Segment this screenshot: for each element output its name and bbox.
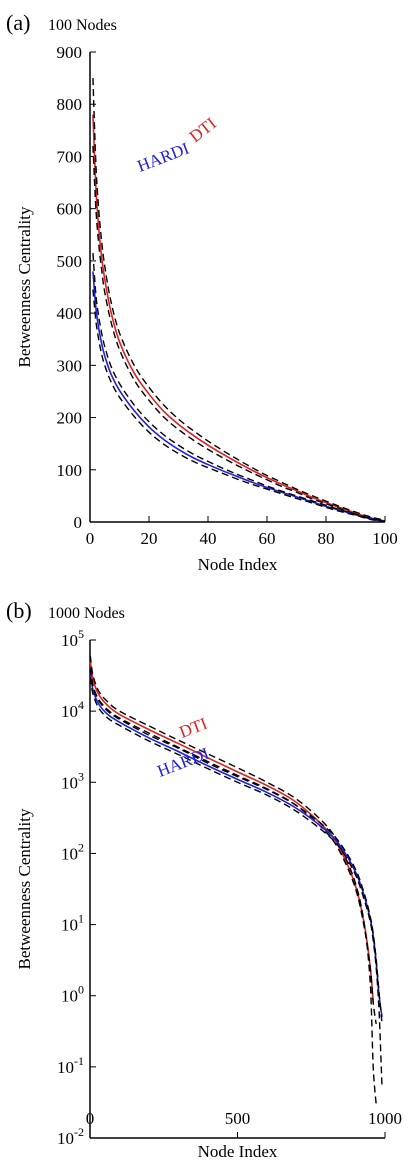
y-tick-label: 700 <box>57 147 83 166</box>
y-tick-label: 600 <box>57 200 83 219</box>
y-tick-label: 105 <box>61 627 84 650</box>
y-tick-label: 100 <box>57 461 83 480</box>
y-tick-label: 102 <box>61 840 84 863</box>
y-tick-label: 800 <box>57 95 83 114</box>
annotation-label-dti: DTI <box>177 714 211 742</box>
series-line-hardi <box>89 672 383 1018</box>
y-tick-label: 400 <box>57 304 83 323</box>
x-tick-label: 1000 <box>368 1109 402 1128</box>
chart-panel-b: (b) 1000 Nodes 10-2 10-1 100 101 102 103 104 105 0… <box>6 598 402 1161</box>
series-line-bound-2 <box>89 668 377 1025</box>
annotation-label-hardi: HARDI <box>135 139 192 176</box>
x-tick-label: 60 <box>259 529 276 548</box>
y-axis-label: Betweenness Centrality <box>15 206 34 367</box>
x-tick-label: 20 <box>141 529 158 548</box>
x-axis-label: Node Index <box>198 555 278 574</box>
x-tick-label: 40 <box>200 529 217 548</box>
chart-title: 1000 Nodes <box>48 605 125 622</box>
x-axis-label: Node Index <box>198 1142 278 1161</box>
series-line-bound-4 <box>92 253 386 522</box>
annotation-label-dti: DTI <box>186 114 220 147</box>
series-line-bound-2 <box>92 145 386 523</box>
series-line-bound-4 <box>89 668 383 1025</box>
panel-label: (b) <box>6 598 32 623</box>
y-tick-label: 500 <box>57 252 83 271</box>
y-tick-label: 10-2 <box>57 1125 84 1148</box>
x-tick-label: 80 <box>318 529 335 548</box>
y-tick-label: 200 <box>57 409 83 428</box>
x-tick-label: 0 <box>86 529 95 548</box>
series-line-dti <box>92 114 386 522</box>
x-tick-label: 100 <box>372 529 398 548</box>
series-line-dti <box>89 661 374 1003</box>
x-tick-label: 0 <box>86 1109 95 1128</box>
chart-panel-a: (a) 100 Nodes0100200300400500600700800900… <box>6 10 398 574</box>
y-tick-label: 900 <box>57 43 83 62</box>
y-axis-label: Betweenness Centrality <box>15 808 34 969</box>
series-line-bound-1 <box>92 78 386 522</box>
series-line-bound-1 <box>89 655 377 1105</box>
y-tick-label: 10-1 <box>57 1054 84 1077</box>
y-tick-label: 104 <box>61 698 84 721</box>
x-tick-label: 500 <box>225 1109 251 1128</box>
panel-label: (a) <box>6 10 30 35</box>
chart-title: 100 Nodes <box>48 17 117 34</box>
series-line-hardi <box>92 271 386 523</box>
y-tick-label: 100 <box>61 983 84 1006</box>
y-tick-label: 101 <box>61 912 84 935</box>
annotation-label-hardi: HARDI <box>155 744 212 781</box>
y-tick-label: 103 <box>61 769 84 792</box>
y-tick-label: 300 <box>57 356 83 375</box>
series-line-bound-5 <box>92 289 386 523</box>
y-tick-label: 0 <box>74 513 83 532</box>
series-line-bound-5 <box>89 677 383 1089</box>
